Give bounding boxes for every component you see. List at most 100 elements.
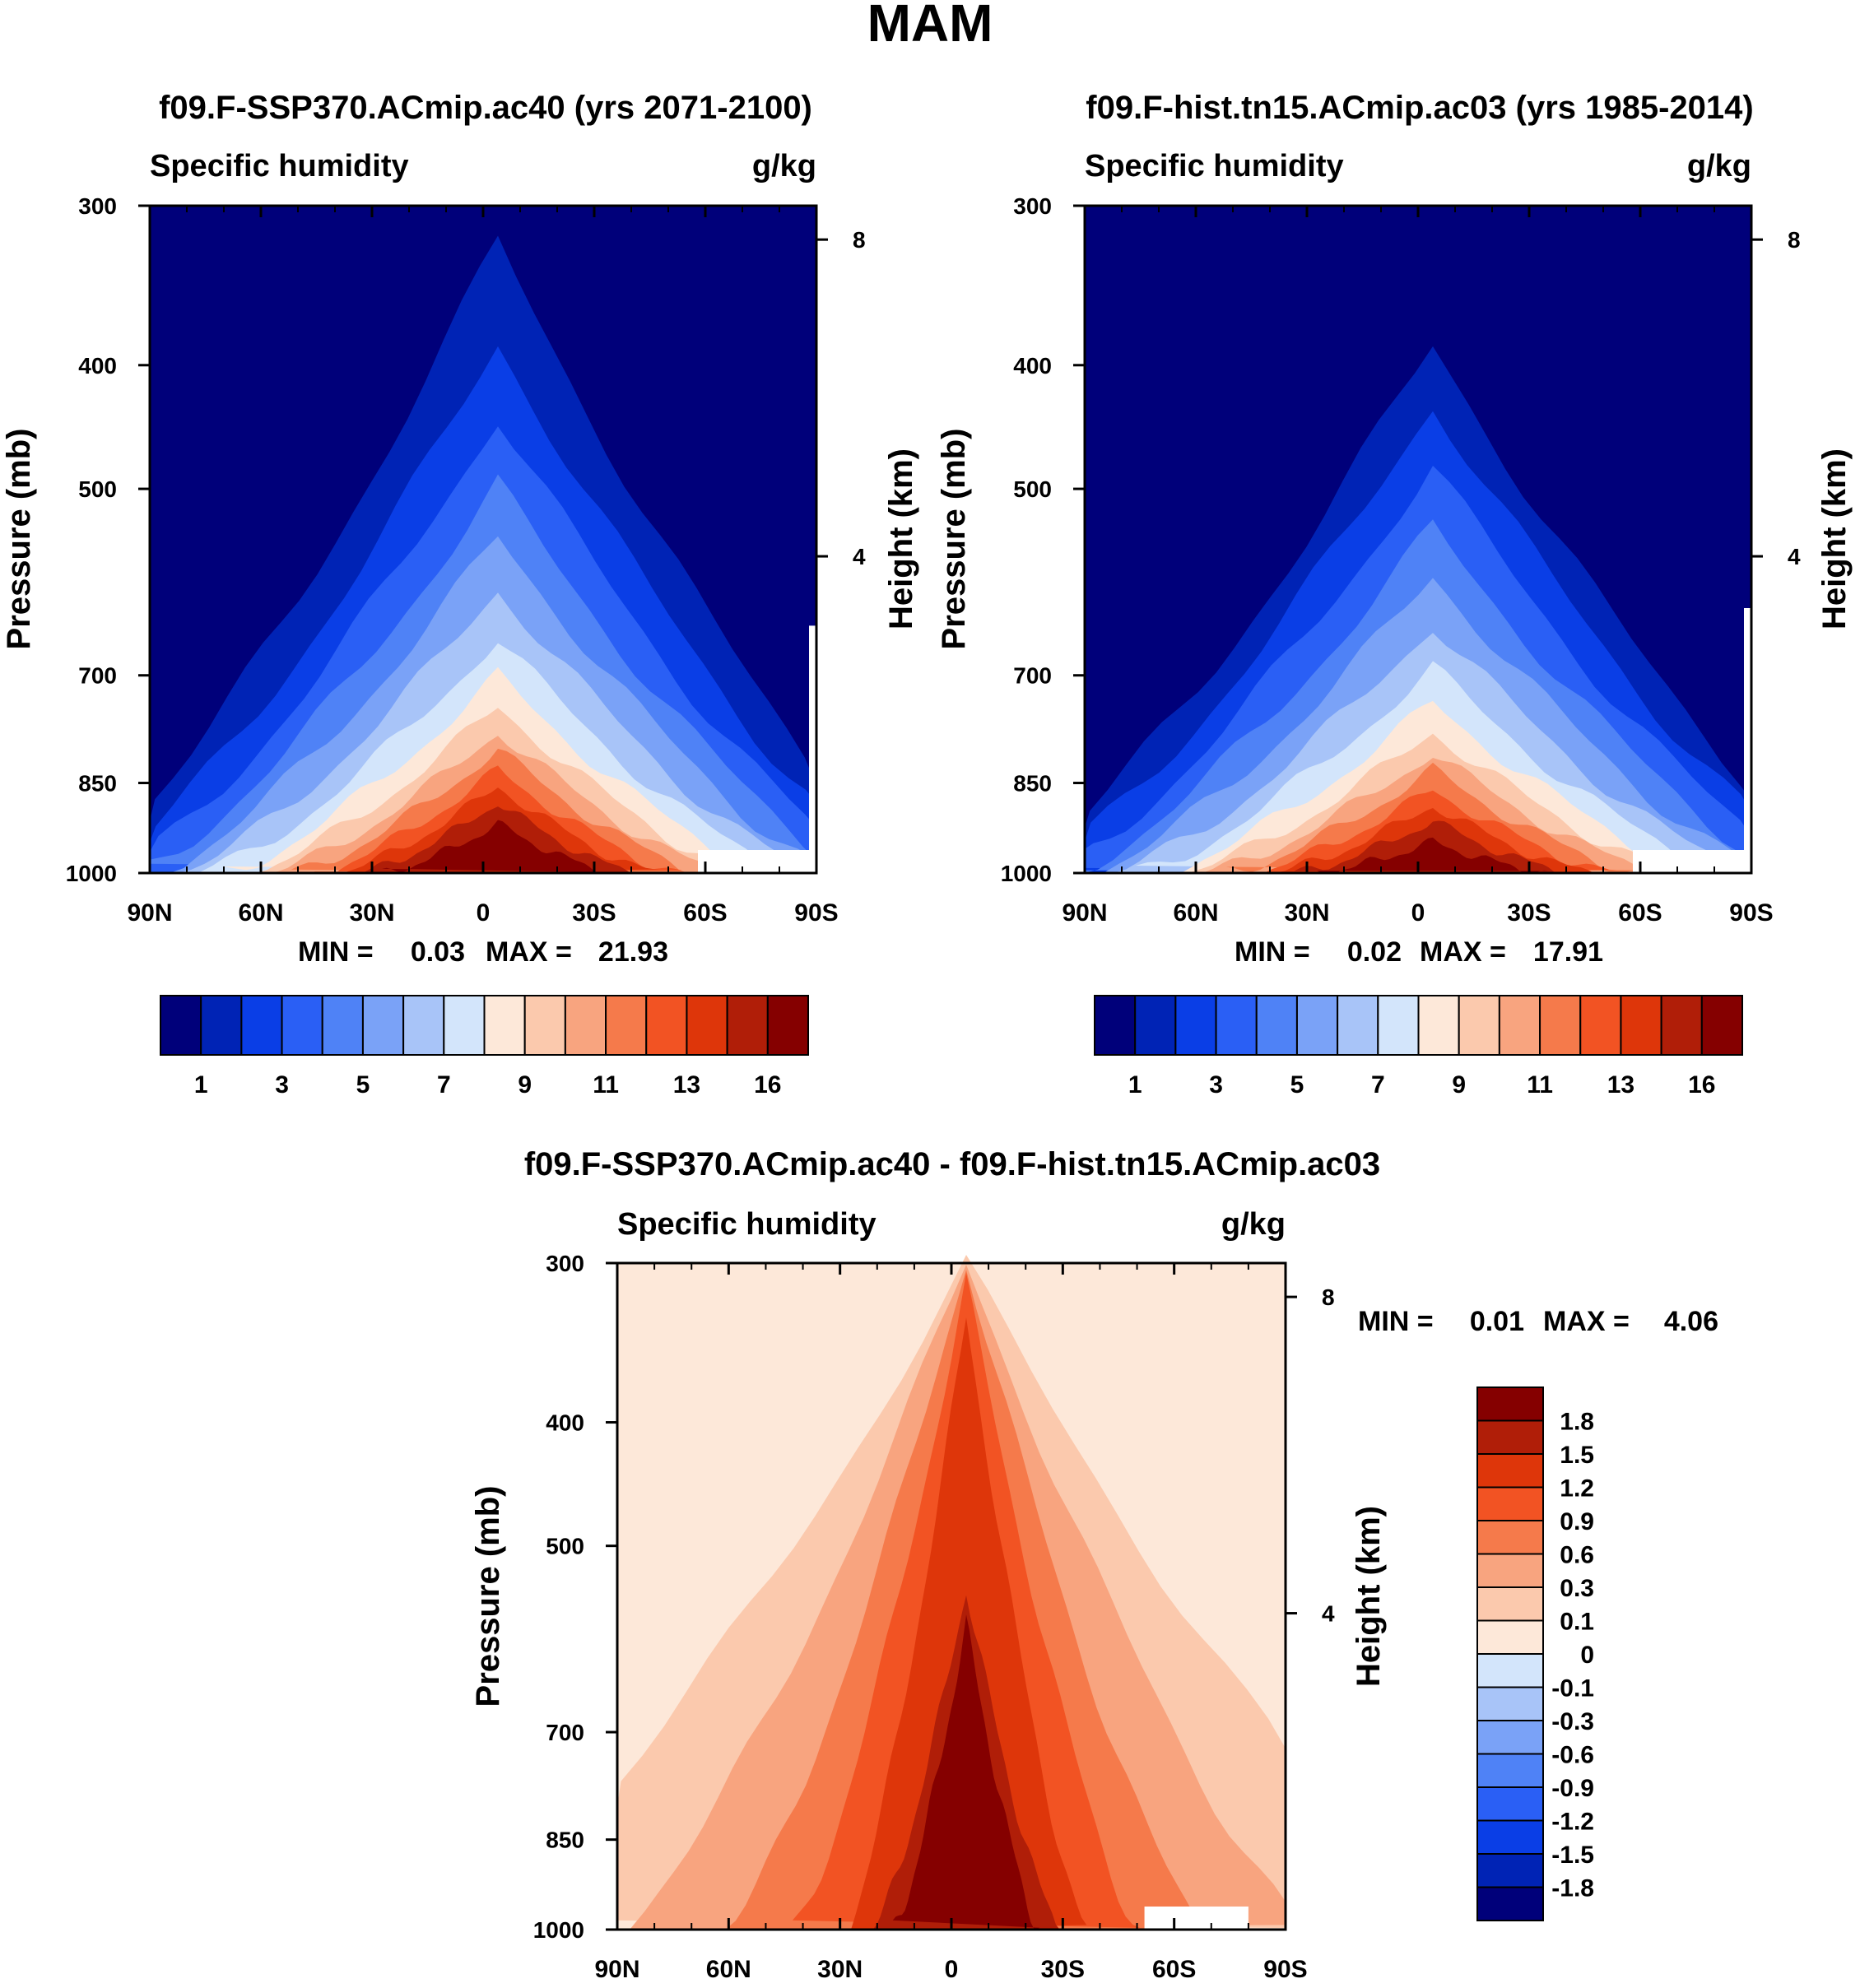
x-tick-label: 30S <box>572 899 616 927</box>
colorbar-box <box>1476 1453 1544 1489</box>
colorbar-label: 3 <box>275 1071 289 1099</box>
colorbar-label: 0.1 <box>1560 1609 1594 1636</box>
y-tick-label: 400 <box>546 1410 584 1436</box>
min-max-readout: MIN = 0.03 MAX = 21.93 <box>298 936 668 968</box>
colorbar-box <box>766 995 809 1056</box>
colorbar-label: -0.3 <box>1551 1708 1594 1735</box>
left-label: Specific humidity <box>150 149 409 183</box>
max-value: 21.93 <box>598 936 668 968</box>
colorbar-label: 13 <box>1607 1071 1634 1099</box>
colorbar-label: -1.5 <box>1551 1842 1594 1869</box>
colorbar-label: -1.8 <box>1551 1875 1594 1902</box>
panel-difference: f09.F-SSP370.ACmip.ac40 - f09.F-hist.tn1… <box>470 1146 1718 1983</box>
colorbar-box <box>1337 995 1379 1056</box>
colorbar-label: 16 <box>754 1071 781 1099</box>
colorbar-label: 1.5 <box>1560 1442 1594 1469</box>
colorbar-label: 1.2 <box>1560 1475 1594 1503</box>
colorbar-label: 1 <box>1128 1071 1142 1099</box>
colorbar-box <box>1498 995 1541 1056</box>
y-tick-label: 700 <box>78 663 117 689</box>
colorbar-box <box>1539 995 1582 1056</box>
colorbar-box <box>1476 1520 1544 1555</box>
y2-tick-label: 8 <box>1322 1284 1335 1310</box>
colorbar-label: 5 <box>1290 1071 1304 1099</box>
colorbar-box <box>1476 1586 1544 1622</box>
colorbar-box <box>443 995 486 1056</box>
colorbar-label: -0.9 <box>1551 1775 1594 1802</box>
x-tick-label: 60S <box>683 899 727 927</box>
y-tick-label: 500 <box>78 476 117 502</box>
contour-band-15 <box>382 820 614 873</box>
y-tick-label: 1000 <box>66 861 117 886</box>
max-value: 17.91 <box>1533 936 1603 968</box>
x-tick-label: 60N <box>1173 899 1218 927</box>
y2-tick-label: 8 <box>853 227 866 253</box>
x-tick-label: 30N <box>349 899 394 927</box>
y2-axis-title: Height (km) <box>1816 448 1853 629</box>
y-tick-label: 400 <box>78 353 117 379</box>
y2-axis-title: Height (km) <box>1351 1506 1387 1687</box>
missing-data-mask <box>1633 850 1751 873</box>
missing-data-mask <box>1744 607 1751 873</box>
colorbar-box <box>605 995 648 1056</box>
colorbar-label: 7 <box>1371 1071 1385 1099</box>
x-tick-label: 0 <box>1411 899 1425 927</box>
colorbar-label: -1.2 <box>1551 1809 1594 1836</box>
colorbar-box <box>1476 1853 1544 1888</box>
y-tick-label: 500 <box>546 1534 584 1559</box>
colorbar-box <box>321 995 364 1056</box>
colorbar: 1 3 5 7 9 11 13 16 <box>1094 995 1743 1099</box>
colorbar-box <box>1476 1886 1544 1921</box>
colorbar-label: -0.1 <box>1551 1675 1594 1702</box>
x-tick-label: 60S <box>1618 899 1662 927</box>
colorbar-label: 11 <box>1527 1071 1553 1099</box>
colorbar-box <box>1476 1653 1544 1688</box>
contour-plot <box>1085 206 1751 873</box>
missing-data-mask <box>809 625 816 873</box>
y2-axis-title: Height (km) <box>883 448 919 629</box>
x-tick-label: 30N <box>1284 899 1329 927</box>
colorbar-box <box>1295 995 1339 1056</box>
x-tick-label: 60N <box>238 899 283 927</box>
panel-hist: f09.F-hist.tn15.ACmip.ac03 (yrs 1985-201… <box>936 90 1853 1099</box>
x-tick-label: 0 <box>945 1956 959 1983</box>
colorbar-box <box>1660 995 1703 1056</box>
colorbar-box <box>523 995 566 1056</box>
colorbar-label: 0.9 <box>1560 1508 1594 1535</box>
y-axis-title: Pressure (mb) <box>936 429 972 650</box>
x-tick-label: 90N <box>127 899 172 927</box>
x-tick-label: 90N <box>1062 899 1107 927</box>
colorbar: 1.8 1.5 1.2 0.9 0.6 0.3 0.1 0 -0.1 -0.3 -0.6 -0.9 -1… <box>1476 1386 1594 1921</box>
y-tick-label: 300 <box>1013 193 1052 219</box>
colorbar-box <box>1458 995 1500 1056</box>
plot-frame: 90N 60N 30N 0 30S 60S 90S 300 400 500 700 850 1000 8 4 <box>533 1251 1335 1983</box>
min-label: MIN = <box>1235 936 1310 968</box>
x-tick-label: 90S <box>1263 1956 1307 1983</box>
max-value: 4.06 <box>1664 1306 1718 1337</box>
colorbar-box <box>1377 995 1420 1056</box>
colorbar-box <box>361 995 405 1056</box>
colorbar-box <box>1255 995 1298 1056</box>
colorbar-box <box>200 995 243 1056</box>
panel-ssp370: f09.F-SSP370.ACmip.ac40 (yrs 2071-2100) … <box>1 90 919 1099</box>
plot-frame: 90N 60N 30N 0 30S 60S 90S 300 400 500 700 850 1000 8 4 <box>1001 193 1801 927</box>
units-label: g/kg <box>1687 149 1751 183</box>
colorbar-box <box>1476 1486 1544 1521</box>
colorbar-label: 9 <box>518 1071 532 1099</box>
y2-tick-label: 8 <box>1788 227 1801 253</box>
colorbar-label: 11 <box>593 1071 619 1099</box>
colorbar-box <box>1417 995 1460 1056</box>
contour-plot <box>617 1255 1286 1930</box>
colorbar-box <box>1579 995 1622 1056</box>
colorbar-label: 9 <box>1452 1071 1466 1099</box>
missing-data-mask <box>1144 1907 1249 1930</box>
max-label: MAX = <box>486 936 572 968</box>
y-tick-label: 500 <box>1013 476 1052 502</box>
min-value: 0.03 <box>411 936 465 968</box>
colorbar-box <box>1700 995 1743 1056</box>
colorbar-box <box>1476 1720 1544 1755</box>
colorbar-label: 5 <box>356 1071 370 1099</box>
colorbar-label: 1 <box>194 1071 208 1099</box>
colorbar-box <box>1476 1386 1544 1422</box>
y-tick-label: 700 <box>1013 663 1052 689</box>
